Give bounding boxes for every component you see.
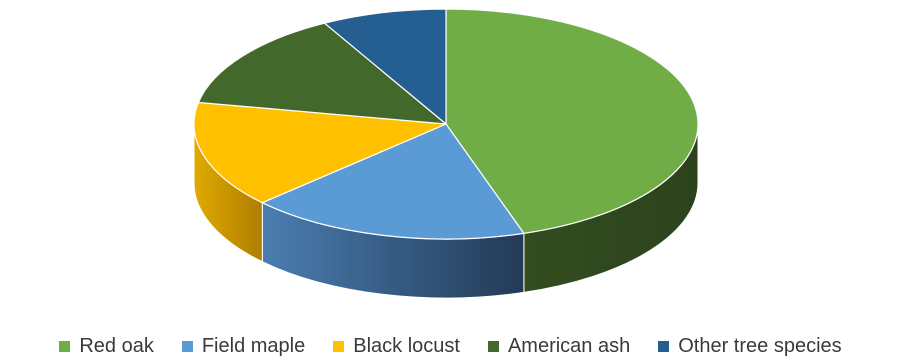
legend-swatch-american-ash (487, 340, 499, 352)
legend-swatch-field-maple (181, 340, 193, 352)
legend-item-field-maple: Field maple (181, 334, 306, 358)
legend-label-other-tree-species: Other tree species (678, 334, 842, 357)
pie-slice-field-maple (260, 123, 525, 240)
legend-label-american-ash: American ash (507, 334, 631, 357)
legend-label-field-maple: Field maple (201, 334, 306, 357)
legend-swatch-other-tree-species (658, 340, 670, 352)
legend-label-red-oak: Red oak (79, 334, 154, 357)
legend-item-american-ash: American ash (487, 334, 631, 358)
pie-slice-black-locust (193, 101, 447, 204)
pie-slice-other-tree-species (323, 8, 447, 126)
pie-slice-red-oak (445, 8, 699, 235)
legend-item-other-tree-species: Other tree species (658, 334, 842, 358)
legend-item-black-locust: Black locust (333, 335, 460, 358)
legend-label-black-locust: Black locust (353, 334, 460, 357)
pie-chart (193, 8, 699, 299)
pie-slice-american-ash (197, 22, 448, 125)
legend: Red oak Field maple Black locust America… (0, 333, 901, 359)
legend-item-red-oak: Red oak (59, 335, 154, 358)
legend-swatch-black-locust (333, 340, 345, 352)
legend-swatch-red-oak (59, 340, 71, 352)
